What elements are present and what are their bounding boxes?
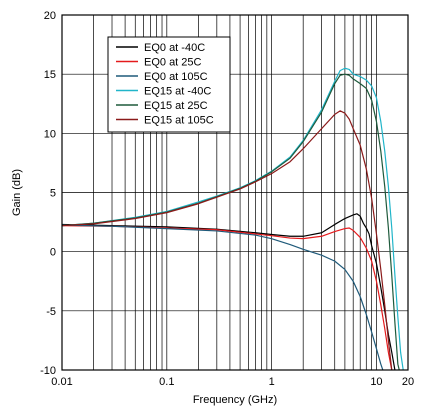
y-tick-label: -10 (40, 365, 56, 377)
x-tick-labels: 0.01 0.1 1 10 20 (51, 376, 414, 388)
legend-label: EQ0 at -40C (144, 42, 205, 54)
legend-box (107, 36, 231, 133)
series-lines (62, 67, 404, 370)
plot-frame (61, 14, 409, 371)
x-tick-label: 0.01 (51, 376, 72, 388)
legend-label: EQ15 at 105C (144, 115, 214, 127)
series-line (62, 213, 396, 370)
y-tick-label: 10 (44, 128, 56, 140)
series-line (62, 224, 384, 370)
y-tick-label: 15 (44, 69, 56, 81)
legend: EQ0 at -40C EQ0 at 25C EQ0 at 105C EQ15 at … (107, 36, 231, 133)
y-tick-label: 20 (44, 10, 56, 22)
x-tick-label: 10 (370, 376, 382, 388)
series-line (62, 67, 404, 370)
legend-label: EQ0 at 25C (144, 57, 202, 69)
y-tick-label: -5 (46, 306, 56, 318)
x-tick-label: 0.1 (159, 376, 174, 388)
y-axis-label: Gain (dB) (11, 169, 23, 216)
legend-label: EQ15 at 25C (144, 100, 208, 112)
x-tick-label: 20 (402, 376, 414, 388)
legend-label: EQ0 at 105C (144, 71, 208, 83)
series-line (62, 110, 393, 370)
y-tick-label: 0 (50, 247, 56, 259)
series-line (62, 225, 393, 370)
legend-label: EQ15 at -40C (144, 86, 211, 98)
x-axis-label: Frequency (GHz) (193, 394, 277, 406)
x-tick-label: 1 (269, 376, 275, 388)
y-tick-label: 5 (50, 188, 56, 200)
y-tick-labels: -10 -5 0 5 10 15 20 (40, 10, 56, 377)
